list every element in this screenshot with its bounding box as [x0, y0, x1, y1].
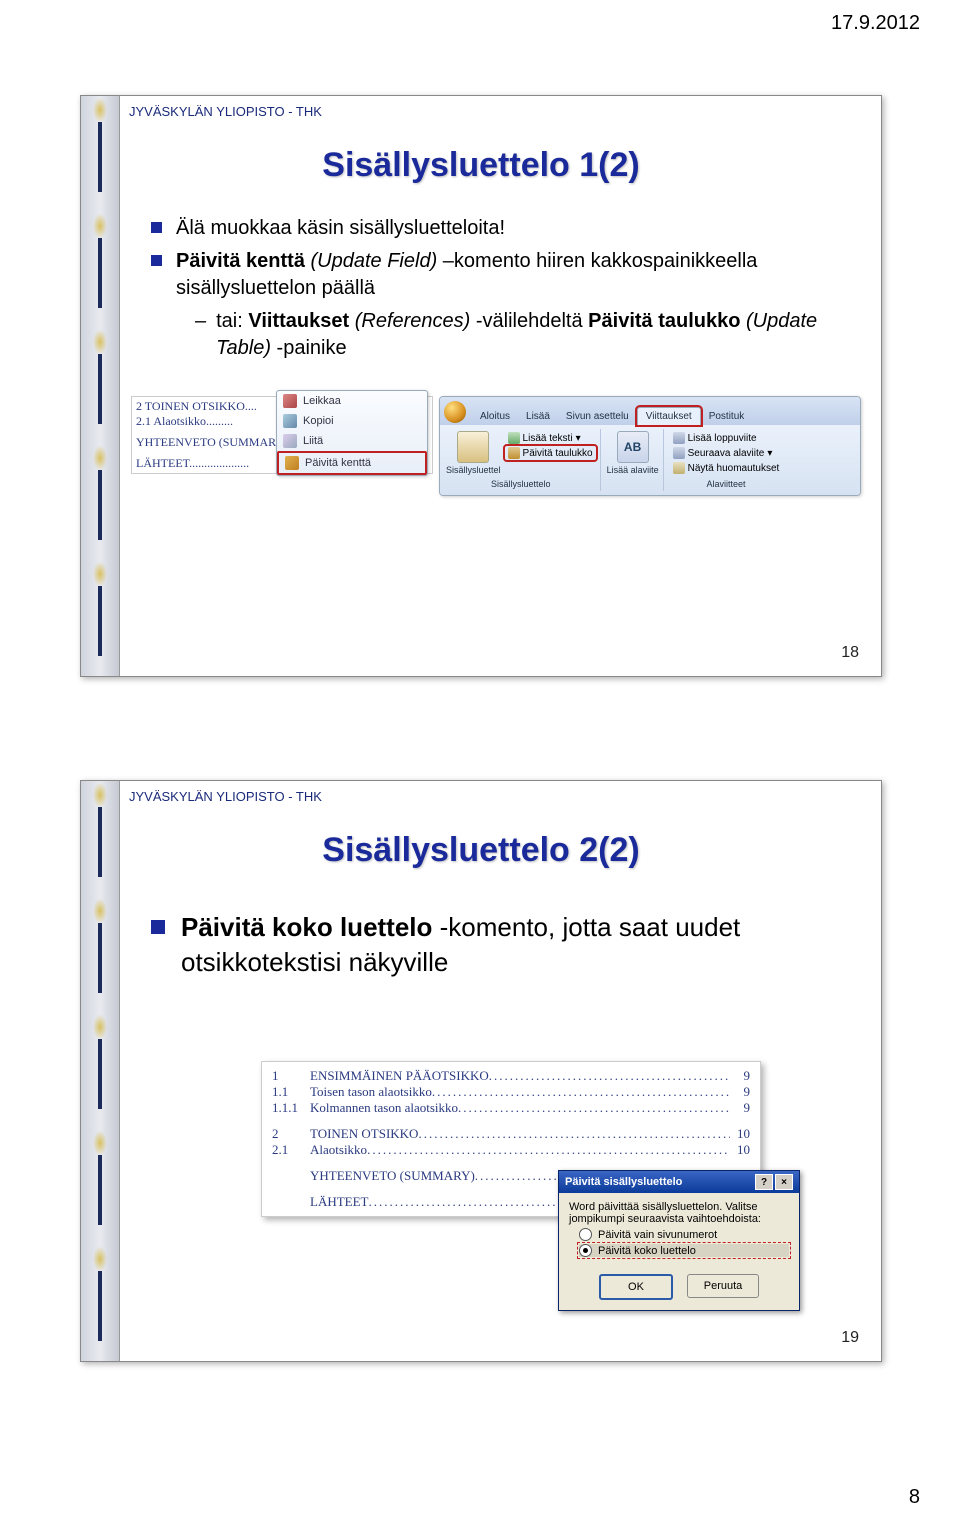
- context-menu: Leikkaa Kopioi Liitä Päivitä kenttä: [276, 390, 428, 476]
- ctx-copy[interactable]: Kopioi: [277, 411, 427, 431]
- bullet-text: Älä muokkaa käsin sisällysluetteloita!: [176, 215, 505, 242]
- decorative-torch-column: [81, 781, 120, 1361]
- slide-number: 19: [841, 1329, 859, 1347]
- slide-title: Sisällysluettelo 1(2): [81, 146, 881, 185]
- ribbon-group-caption: Alaviitteet: [706, 479, 745, 489]
- toc-screenshot: 1ENSIMMÄINEN PÄÄOTSIKKO.................…: [261, 1061, 761, 1217]
- office-orb-icon[interactable]: [444, 401, 466, 423]
- update-toc-dialog: Päivitä sisällysluettelo ? × Word päivit…: [558, 1170, 800, 1311]
- page-number: 8: [909, 1486, 920, 1509]
- university-label: JYVÄSKYLÄN YLIOPISTO - THK: [129, 789, 322, 804]
- toc-line: 2TOINEN OTSIKKO.........................…: [272, 1126, 750, 1142]
- endnote-icon: [673, 432, 685, 444]
- close-icon[interactable]: ×: [775, 1174, 793, 1190]
- dialog-text: Word päivittää sisällysluettelon. Valits…: [569, 1201, 789, 1225]
- ribbon-endnote[interactable]: Lisää loppuviite: [670, 431, 783, 445]
- dash-icon: –: [195, 308, 206, 335]
- bullet-icon: [151, 222, 162, 233]
- bullet-icon: [151, 920, 165, 934]
- sub-bullet-text: tai: Viittaukset (References) -välilehde…: [216, 308, 831, 362]
- ribbon-tab[interactable]: Sivun asettelu: [558, 408, 637, 425]
- radio-icon: [579, 1228, 592, 1241]
- toc-line: 1.1.1Kolmannen tason alaotsikko.........…: [272, 1100, 750, 1116]
- ribbon-label: Sisällysluettel: [446, 465, 501, 475]
- page-date: 17.9.2012: [831, 12, 920, 35]
- radio-page-numbers-only[interactable]: Päivitä vain sivunumerot: [579, 1228, 789, 1241]
- bullet-icon: [151, 255, 162, 266]
- slide-content: Päivitä koko luettelo -komento, jotta sa…: [151, 910, 831, 980]
- slide-title: Sisällysluettelo 2(2): [81, 831, 881, 870]
- ribbon-next-footnote[interactable]: Seuraava alaviite ▾: [670, 446, 783, 460]
- ribbon-tab[interactable]: Postituk: [701, 408, 753, 425]
- ribbon-tab-references[interactable]: Viittaukset: [637, 407, 701, 425]
- ribbon-group-caption: Sisällysluettelo: [491, 479, 551, 489]
- next-icon: [673, 447, 685, 459]
- ribbon-screenshot: Aloitus Lisää Sivun asettelu Viittaukset…: [439, 396, 861, 496]
- bullet-text: Päivitä kenttä (Update Field) –komento h…: [176, 248, 831, 302]
- ribbon-update-table[interactable]: Päivitä taulukko: [505, 446, 596, 460]
- ribbon-add-text[interactable]: Lisää teksti ▾: [505, 431, 596, 445]
- ribbon-show-notes[interactable]: Näytä huomautukset: [670, 461, 783, 475]
- ctx-update-field[interactable]: Päivitä kenttä: [277, 451, 427, 475]
- toc-line: 2.1Alaotsikko...........................…: [272, 1142, 750, 1158]
- slide-content: Älä muokkaa käsin sisällysluetteloita! P…: [151, 215, 831, 362]
- paste-icon: [283, 434, 297, 448]
- dialog-title: Päivitä sisällysluettelo: [565, 1176, 682, 1188]
- ribbon-tab[interactable]: Aloitus: [472, 408, 518, 425]
- ctx-paste[interactable]: Liitä: [277, 431, 427, 451]
- plus-icon: [508, 432, 520, 444]
- copy-icon: [283, 414, 297, 428]
- university-label: JYVÄSKYLÄN YLIOPISTO - THK: [129, 104, 322, 119]
- toc-icon[interactable]: [457, 431, 489, 463]
- slide-1: JYVÄSKYLÄN YLIOPISTO - THK Sisällysluett…: [80, 95, 882, 677]
- ribbon-label: Lisää alaviite: [607, 465, 659, 475]
- decorative-torch-column: [81, 96, 120, 676]
- bullet-text: Päivitä koko luettelo -komento, jotta sa…: [181, 910, 831, 980]
- update-field-icon: [285, 456, 299, 470]
- ctx-cut[interactable]: Leikkaa: [277, 391, 427, 411]
- show-icon: [673, 462, 685, 474]
- radio-entire-table[interactable]: Päivitä koko luettelo: [579, 1244, 789, 1257]
- context-menu-screenshot: 2 TOINEN OTSIKKO.... 2.1 Alaotsikko.....…: [131, 396, 431, 496]
- footnote-icon[interactable]: AB: [617, 431, 649, 463]
- toc-line: 1.1Toisen tason alaotsikko..............…: [272, 1084, 750, 1100]
- help-icon[interactable]: ?: [755, 1174, 773, 1190]
- slide-number: 18: [841, 644, 859, 662]
- ribbon-tab[interactable]: Lisää: [518, 408, 558, 425]
- scissors-icon: [283, 394, 297, 408]
- slide-2: JYVÄSKYLÄN YLIOPISTO - THK Sisällysluett…: [80, 780, 882, 1362]
- radio-icon: [579, 1244, 592, 1257]
- toc-line: 1ENSIMMÄINEN PÄÄOTSIKKO.................…: [272, 1068, 750, 1084]
- update-icon: [508, 447, 520, 459]
- cancel-button[interactable]: Peruuta: [687, 1274, 759, 1298]
- ok-button[interactable]: OK: [599, 1274, 673, 1300]
